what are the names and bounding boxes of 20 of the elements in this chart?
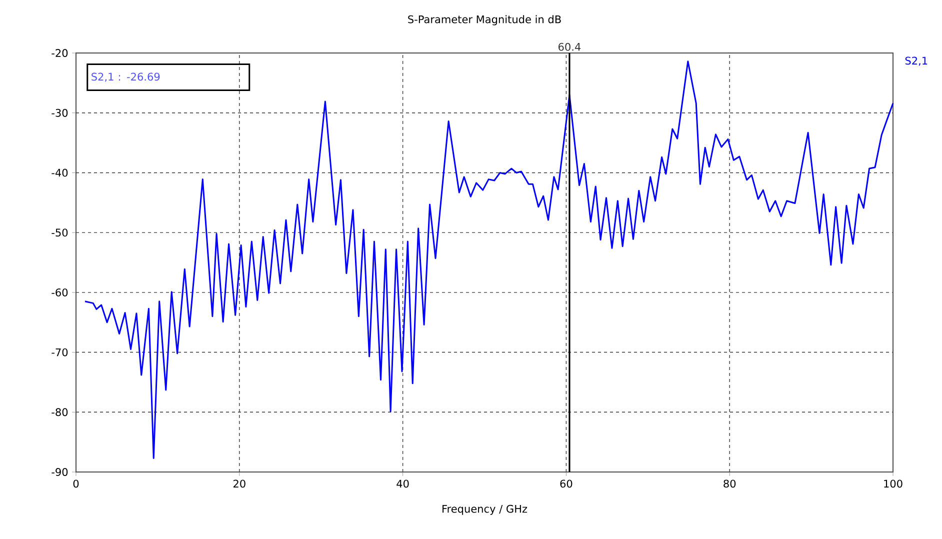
- chart-title: S-Parameter Magnitude in dB: [408, 15, 561, 26]
- text: S2,1: [905, 56, 928, 66]
- x-tick-label: 100: [884, 480, 902, 488]
- y-tick-label: -30: [52, 108, 68, 117]
- x-tick-label: 0: [73, 480, 79, 488]
- x-tick-label: 60: [560, 480, 572, 488]
- ref-line-label: 60.4: [558, 42, 581, 51]
- y-tick-label: -20: [52, 49, 68, 57]
- annotation: S2,1 : -26.69: [92, 72, 160, 82]
- y-tick-label: -80: [52, 408, 68, 416]
- y-tick-label: -40: [52, 168, 68, 177]
- y-tick-label: -50: [52, 228, 68, 237]
- y-tick-label: -70: [52, 348, 68, 356]
- x-tick-label: 20: [233, 480, 246, 488]
- y-tick-label: -90: [52, 468, 68, 476]
- x-tick-label: 40: [396, 480, 409, 488]
- x-tick-label: 80: [724, 480, 736, 488]
- x-axis-title: Frequency / GHz: [442, 504, 528, 515]
- line-series: [84, 60, 894, 459]
- y-tick-label: -60: [52, 288, 68, 296]
